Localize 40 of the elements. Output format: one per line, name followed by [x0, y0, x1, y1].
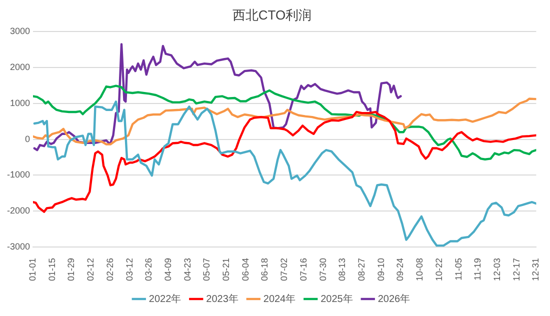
x-tick-label: 07-02: [279, 258, 290, 282]
x-tick-label: 09-24: [395, 258, 406, 282]
x-tick-label: 03-26: [144, 258, 154, 282]
x-tick-label: 11-19: [472, 258, 483, 280]
y-tick-label: 3000: [10, 26, 30, 36]
x-tick-label: 03-12: [124, 258, 134, 282]
y-tick-label: 0: [25, 134, 30, 144]
x-tick-label: 05-21: [221, 258, 232, 282]
legend-label: 2022年: [148, 292, 182, 305]
legend-label: 2025年: [320, 292, 353, 305]
x-tick-label: 10-08: [414, 258, 425, 282]
x-tick-label: 10-22: [434, 258, 444, 282]
y-tick-label: 2000: [10, 62, 30, 72]
x-tick-label: 02-26: [104, 258, 115, 282]
x-tick-label: 08-27: [356, 258, 367, 282]
y-tick-label: 1000: [10, 98, 30, 108]
x-tick-label: 06-18: [260, 258, 270, 282]
x-tick-label: 12-17: [511, 258, 522, 282]
legend-label: 2026年: [378, 292, 410, 305]
x-tick-label: 02-12: [86, 258, 96, 282]
x-tick-label: 01-29: [66, 258, 76, 282]
x-tick-label: 04-09: [162, 258, 173, 282]
x-tick-label: 05-07: [202, 258, 212, 282]
x-tick-label: 01-15: [46, 258, 57, 282]
x-tick-label: 06-04: [240, 258, 250, 282]
chart-title: 西北CTO利润: [232, 7, 312, 22]
x-tick-label: 04-23: [182, 258, 192, 282]
x-tick-label: 09-10: [376, 258, 386, 282]
x-tick-label: 12-31: [530, 258, 541, 282]
y-tick-label: -1000: [6, 170, 30, 180]
x-tick-label: 07-16: [298, 258, 308, 282]
y-tick-label: -2000: [6, 206, 30, 216]
x-tick-label: 08-13: [337, 258, 348, 282]
y-tick-label: -3000: [6, 241, 30, 252]
x-tick-label: 07-30: [318, 258, 328, 282]
legend-label: 2024年: [263, 292, 296, 305]
x-tick-label: 12-03: [492, 258, 502, 282]
x-tick-label: 01-01: [28, 258, 38, 282]
legend-label: 2023年: [206, 292, 238, 305]
x-tick-label: 11-05: [453, 258, 464, 280]
